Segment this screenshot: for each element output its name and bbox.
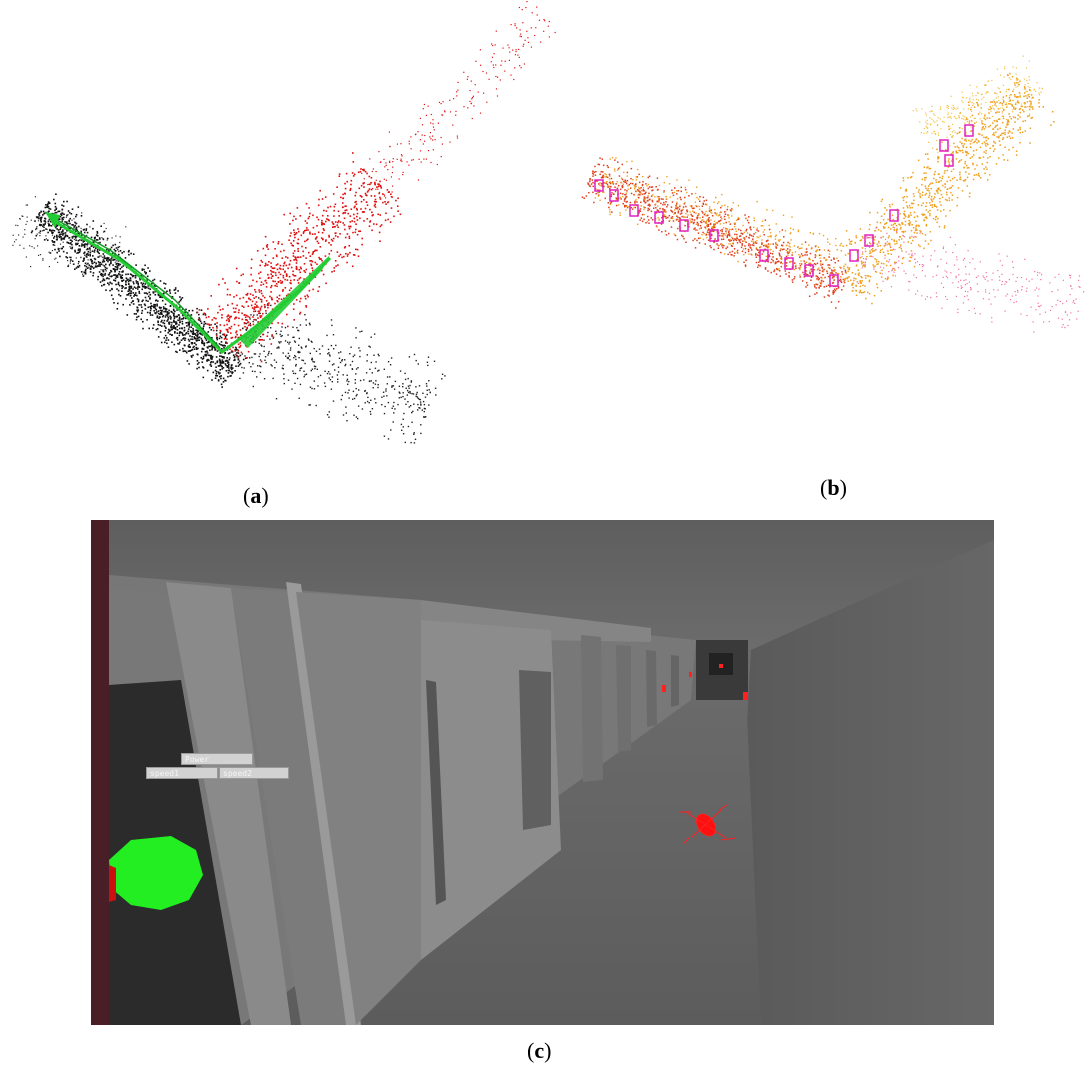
point-cloud-b-svg bbox=[581, 55, 1085, 333]
caption-b: (b) bbox=[820, 475, 847, 500]
goal-sphere-icon bbox=[109, 836, 203, 910]
speed1-display[interactable]: speed1 bbox=[146, 767, 218, 779]
quadrotor-drone-icon bbox=[679, 804, 737, 845]
column-3 bbox=[581, 635, 603, 782]
left-edge-strip bbox=[91, 520, 109, 1025]
corridor-scene-svg bbox=[91, 520, 994, 1025]
power-display[interactable]: Power bbox=[181, 753, 253, 765]
column-4 bbox=[616, 645, 631, 752]
door-2 bbox=[426, 680, 446, 905]
point-cloud-a-svg bbox=[12, 1, 556, 444]
red-map-points bbox=[196, 1, 556, 363]
point-cloud-map-b bbox=[560, 0, 1089, 480]
ceiling bbox=[109, 520, 994, 650]
door-1 bbox=[519, 670, 551, 830]
orange-red-map-points bbox=[581, 55, 1085, 333]
wall-marker-2 bbox=[689, 672, 692, 677]
column-6 bbox=[671, 655, 679, 707]
caption-c: (c) bbox=[527, 1038, 552, 1063]
wall-panel-1 bbox=[296, 592, 421, 1025]
speed2-display[interactable]: speed2 bbox=[219, 767, 289, 779]
keyframe-markers bbox=[594, 124, 974, 287]
wall-marker-1 bbox=[662, 685, 666, 692]
right-wall bbox=[746, 540, 994, 1025]
black-map-points bbox=[12, 193, 446, 444]
column-5 bbox=[646, 650, 657, 727]
camera-trajectory bbox=[45, 212, 332, 354]
corridor-simulation-view: Power speed1 speed2 bbox=[91, 520, 994, 1025]
caption-a: (a) bbox=[243, 483, 269, 508]
column-2 bbox=[231, 588, 356, 1025]
wall-marker-3 bbox=[743, 692, 748, 700]
point-cloud-map-a bbox=[0, 0, 560, 480]
far-marker bbox=[719, 664, 723, 668]
goal-sphere-edge bbox=[109, 865, 116, 902]
column-1 bbox=[166, 582, 291, 1025]
